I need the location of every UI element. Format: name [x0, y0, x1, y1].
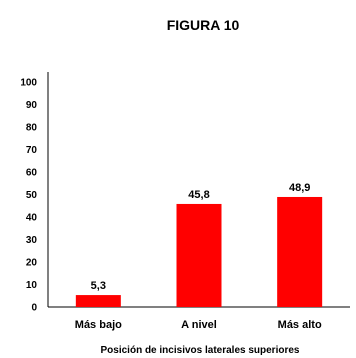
bar	[75, 295, 121, 307]
bar	[277, 196, 323, 307]
x-axis-label: Posición de incisivos laterales superior…	[101, 345, 300, 356]
data-label: 5,3	[91, 280, 106, 292]
data-label: 45,8	[188, 189, 209, 201]
data-labels: 5,3 45,8 48,9	[91, 182, 311, 292]
y-tick-label: 90	[26, 100, 38, 111]
bar	[176, 203, 222, 307]
y-tick-label: 10	[26, 280, 38, 291]
y-tick-label: 50	[26, 190, 38, 201]
bars	[75, 196, 323, 307]
y-axis-ticks: 0 10 20 30 40 50 60 70 80 90 100	[20, 78, 37, 314]
y-tick-label: 100	[20, 78, 37, 89]
category-label: Más bajo	[75, 319, 122, 331]
y-tick-label: 0	[31, 303, 37, 314]
y-tick-label: 60	[26, 168, 38, 179]
category-labels: Más bajo A nivel Más alto	[75, 319, 322, 331]
y-tick-label: 30	[26, 235, 38, 246]
y-tick-label: 70	[26, 145, 38, 156]
y-tick-label: 40	[26, 213, 38, 224]
category-label: A nivel	[181, 319, 217, 331]
category-label: Más alto	[278, 319, 322, 331]
y-tick-label: 20	[26, 258, 38, 269]
data-label: 48,9	[289, 182, 310, 194]
y-tick-label: 80	[26, 123, 38, 134]
chart-title: FIGURA 10	[167, 17, 240, 33]
